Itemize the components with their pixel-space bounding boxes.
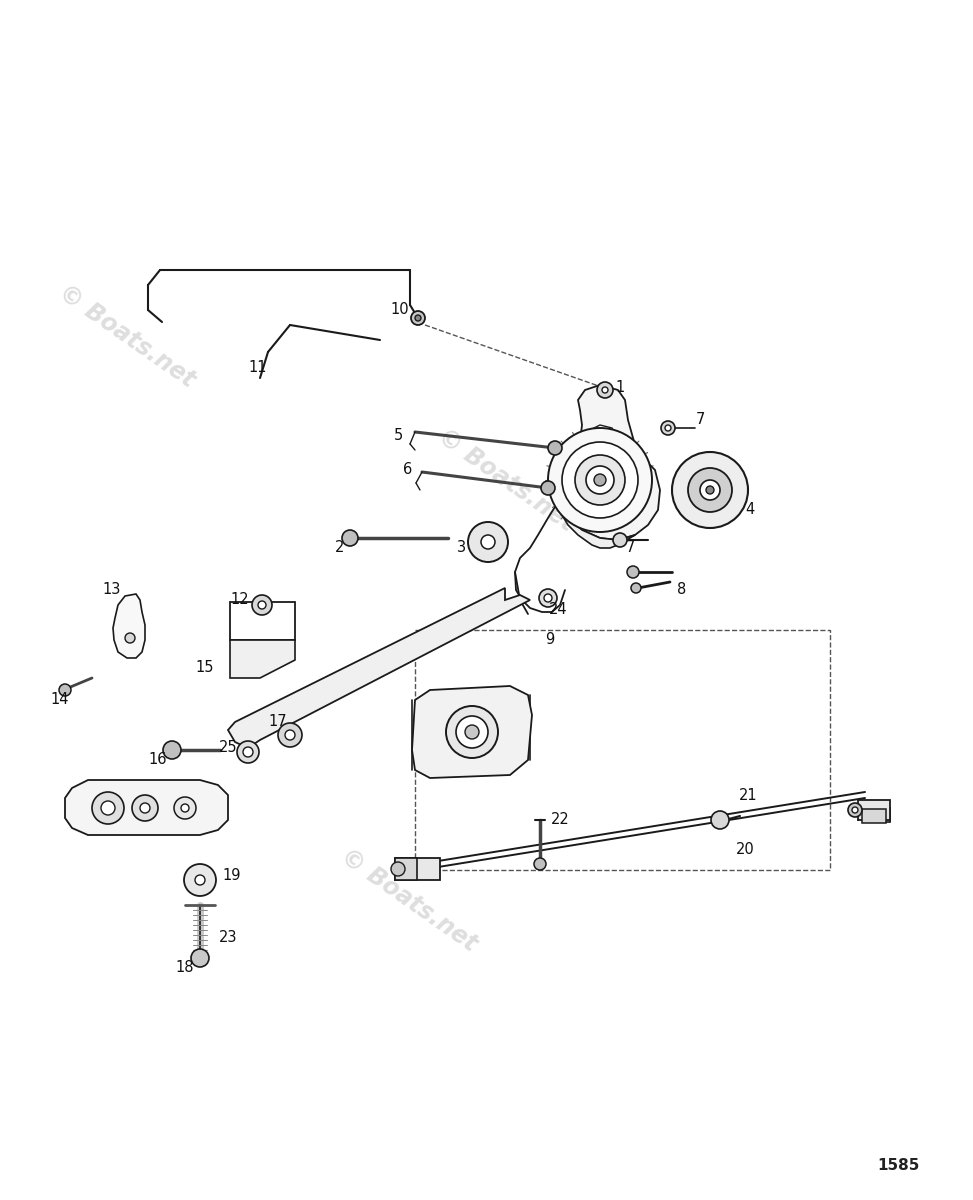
- Bar: [395, 858, 417, 880]
- Circle shape: [672, 452, 748, 528]
- Circle shape: [711, 811, 729, 829]
- Circle shape: [631, 583, 641, 593]
- Text: 10: 10: [391, 302, 410, 318]
- Circle shape: [174, 797, 196, 818]
- Circle shape: [544, 594, 552, 602]
- Circle shape: [163, 740, 181, 758]
- Text: 21: 21: [739, 788, 757, 804]
- Text: 1: 1: [615, 380, 625, 396]
- Polygon shape: [412, 686, 532, 778]
- Text: 2: 2: [336, 540, 344, 556]
- Circle shape: [92, 792, 124, 824]
- Circle shape: [613, 533, 627, 547]
- Polygon shape: [228, 588, 530, 748]
- Bar: [395, 858, 440, 880]
- Text: 22: 22: [551, 812, 569, 828]
- Circle shape: [125, 634, 135, 643]
- Circle shape: [594, 474, 606, 486]
- Circle shape: [586, 466, 614, 494]
- Circle shape: [184, 864, 216, 896]
- Text: 20: 20: [736, 842, 754, 858]
- Polygon shape: [558, 385, 660, 540]
- Bar: [230, 602, 295, 640]
- Circle shape: [481, 535, 495, 550]
- Circle shape: [140, 803, 150, 814]
- Text: 8: 8: [677, 582, 687, 598]
- Text: 18: 18: [176, 960, 195, 976]
- Circle shape: [548, 440, 562, 455]
- Circle shape: [411, 311, 425, 325]
- Polygon shape: [230, 640, 295, 678]
- Text: 16: 16: [149, 752, 167, 768]
- Text: 13: 13: [103, 582, 122, 598]
- Circle shape: [602, 386, 608, 392]
- Circle shape: [258, 601, 266, 608]
- Circle shape: [446, 706, 498, 758]
- Circle shape: [700, 480, 720, 500]
- Circle shape: [597, 382, 613, 398]
- Text: 6: 6: [404, 462, 413, 478]
- Text: 25: 25: [219, 740, 237, 756]
- Text: 15: 15: [196, 660, 214, 676]
- Circle shape: [191, 949, 209, 967]
- Circle shape: [59, 684, 71, 696]
- Circle shape: [252, 595, 272, 614]
- Text: 4: 4: [745, 503, 755, 517]
- Text: 11: 11: [249, 360, 268, 376]
- Text: © Boats.net: © Boats.net: [336, 844, 482, 956]
- Circle shape: [465, 725, 479, 739]
- Text: 7: 7: [626, 540, 634, 556]
- Circle shape: [278, 722, 302, 746]
- Circle shape: [195, 875, 205, 886]
- Text: 17: 17: [269, 714, 287, 730]
- Text: 9: 9: [546, 632, 555, 648]
- Text: 24: 24: [549, 602, 567, 618]
- Text: 5: 5: [393, 427, 403, 443]
- Circle shape: [661, 421, 675, 434]
- Bar: [862, 809, 886, 823]
- Circle shape: [456, 716, 488, 748]
- Polygon shape: [584, 425, 620, 470]
- Circle shape: [342, 530, 358, 546]
- Text: 14: 14: [51, 692, 69, 708]
- Circle shape: [548, 428, 652, 532]
- Text: 19: 19: [223, 869, 241, 883]
- Text: 23: 23: [219, 930, 237, 946]
- Circle shape: [132, 794, 158, 821]
- Circle shape: [562, 442, 638, 518]
- Polygon shape: [65, 780, 228, 835]
- Polygon shape: [113, 594, 145, 658]
- Circle shape: [852, 806, 858, 814]
- Circle shape: [575, 455, 625, 505]
- Circle shape: [848, 803, 862, 817]
- Text: 12: 12: [231, 593, 249, 607]
- Circle shape: [415, 314, 421, 320]
- Circle shape: [101, 802, 115, 815]
- Circle shape: [627, 566, 639, 578]
- Circle shape: [534, 858, 546, 870]
- Circle shape: [706, 486, 714, 494]
- Circle shape: [391, 862, 405, 876]
- Circle shape: [285, 730, 295, 740]
- Circle shape: [688, 468, 732, 512]
- Text: 7: 7: [696, 413, 704, 427]
- Circle shape: [243, 746, 253, 757]
- Text: © Boats.net: © Boats.net: [433, 424, 579, 536]
- Circle shape: [539, 589, 557, 607]
- Circle shape: [665, 425, 671, 431]
- Circle shape: [541, 481, 555, 494]
- Circle shape: [468, 522, 508, 562]
- Text: 1585: 1585: [878, 1158, 920, 1172]
- Bar: [858, 800, 890, 820]
- Circle shape: [237, 740, 259, 763]
- Text: © Boats.net: © Boats.net: [54, 280, 199, 392]
- Text: 3: 3: [457, 540, 467, 556]
- Circle shape: [181, 804, 189, 812]
- Polygon shape: [558, 502, 635, 548]
